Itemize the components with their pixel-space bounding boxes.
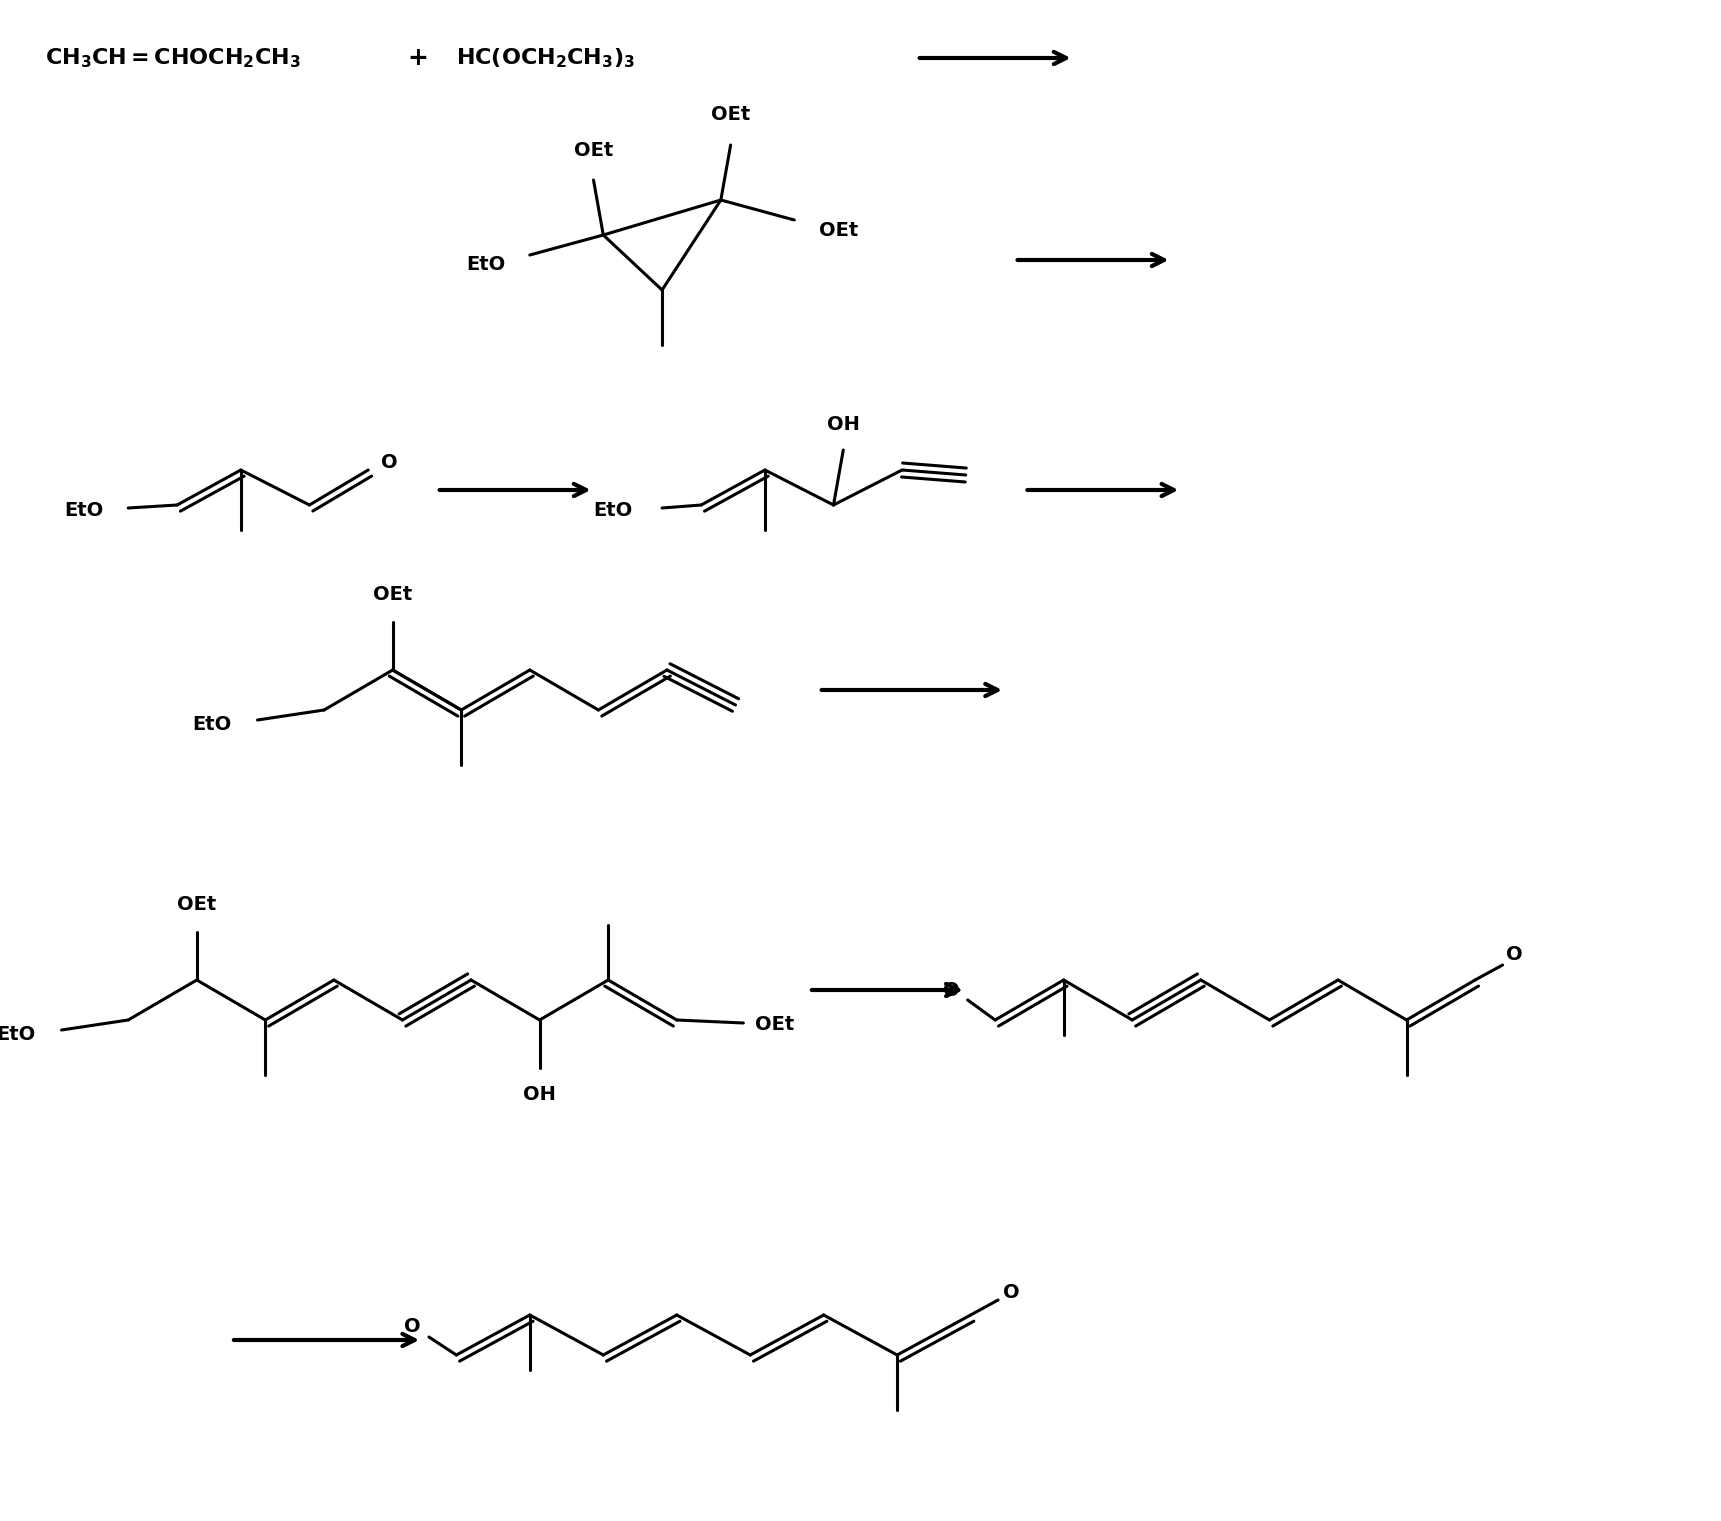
Text: OEt: OEt — [756, 1016, 795, 1034]
Text: OEt: OEt — [573, 140, 613, 160]
Text: EtO: EtO — [0, 1025, 34, 1045]
Text: EtO: EtO — [466, 256, 506, 274]
Text: OEt: OEt — [177, 896, 217, 914]
Text: $\mathbf{HC(OCH_2CH_3)_3}$: $\mathbf{HC(OCH_2CH_3)_3}$ — [456, 46, 635, 70]
Text: OEt: OEt — [819, 221, 859, 239]
Text: EtO: EtO — [191, 715, 231, 735]
Text: O: O — [1506, 946, 1523, 964]
Text: O: O — [404, 1317, 420, 1337]
Text: OEt: OEt — [711, 105, 750, 125]
Text: OH: OH — [826, 415, 860, 435]
Text: EtO: EtO — [64, 500, 103, 520]
Text: O: O — [1003, 1284, 1021, 1302]
Text: OH: OH — [523, 1086, 556, 1104]
Text: $\mathbf{CH_3CH{=}CHOCH_2CH_3}$: $\mathbf{CH_3CH{=}CHOCH_2CH_3}$ — [45, 46, 301, 70]
Text: O: O — [382, 453, 398, 472]
Text: O: O — [943, 981, 959, 999]
Text: OEt: OEt — [373, 586, 413, 604]
Text: $\mathbf{+}$: $\mathbf{+}$ — [408, 46, 427, 70]
Text: EtO: EtO — [594, 500, 633, 520]
